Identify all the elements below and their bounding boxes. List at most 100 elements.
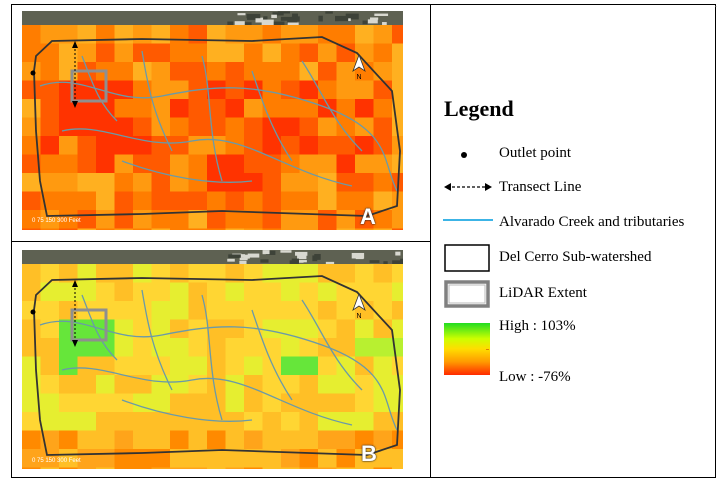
raster-cell [336, 25, 356, 44]
raster-cell [281, 375, 300, 394]
raster-cell [59, 356, 78, 376]
raster-cell [170, 467, 189, 469]
raster-cell [355, 338, 374, 357]
raster-cell [355, 191, 374, 211]
raster-cell [225, 136, 245, 155]
dot-icon [461, 152, 467, 158]
raster-cell [262, 356, 282, 376]
imagery-patch [362, 20, 368, 25]
raster-cell [373, 301, 393, 320]
raster-cell [336, 412, 356, 431]
raster-cell [225, 99, 245, 118]
raster-cell [262, 467, 282, 469]
raster-cell [207, 62, 226, 81]
outlet-point [30, 70, 36, 76]
raster-cell [22, 412, 41, 431]
raster-cell [59, 264, 78, 283]
raster-cell [318, 62, 337, 81]
raster-cell [225, 43, 245, 63]
raster-cell [133, 319, 152, 339]
raster-cell [225, 449, 245, 468]
raster-cell [40, 136, 60, 155]
raster-cell [244, 210, 263, 229]
raster-cell [151, 467, 171, 469]
raster-cell [373, 228, 393, 230]
raster-cell [373, 99, 393, 118]
raster-cell [114, 136, 134, 155]
raster-cell [262, 228, 282, 230]
legend-label-creek: Alvarado Creek and tributaries [499, 214, 685, 230]
raster-cell [114, 375, 134, 394]
raster-cell [96, 467, 115, 469]
raster-cell [225, 228, 245, 230]
north-arrow-icon [352, 53, 366, 73]
raster-cell [225, 191, 245, 211]
legend-label-lidar: LiDAR Extent [499, 285, 587, 301]
raster-cell [392, 228, 403, 230]
raster-cell [188, 412, 208, 431]
legend-ramp-low: Low : -76% [499, 369, 571, 385]
raster-cell [281, 393, 300, 413]
raster-cell [318, 154, 337, 174]
raster-cell [225, 282, 245, 302]
raster-cell [188, 136, 208, 155]
raster-cell [392, 25, 403, 44]
raster-cell [170, 136, 189, 155]
raster-cell [373, 136, 393, 155]
raster-cell [114, 356, 134, 376]
raster-cell [96, 43, 115, 63]
raster-cell [22, 210, 41, 229]
raster-cell [188, 430, 208, 450]
raster-cell [244, 301, 263, 320]
raster-cell [188, 393, 208, 413]
raster-cell [40, 210, 60, 229]
lidar-extent-box [70, 69, 108, 103]
raster-cell [22, 430, 41, 450]
raster-cell [40, 264, 60, 283]
raster-cell [392, 338, 403, 357]
imagery-patch [370, 17, 379, 20]
raster-cell [133, 99, 152, 118]
raster-cell [373, 430, 393, 450]
raster-cell [22, 191, 41, 211]
raster-cell [355, 264, 374, 283]
raster-cell [355, 412, 374, 431]
raster-cell [355, 319, 374, 339]
creek-line [301, 299, 363, 391]
raster-cell [225, 356, 245, 376]
raster-cell [114, 264, 134, 283]
double-arrow-line-icon [444, 183, 492, 191]
raster-cell [373, 449, 393, 468]
map-panel-b: N [22, 250, 403, 469]
raster-cell [336, 282, 356, 302]
raster-cell [170, 338, 189, 357]
black-outline-box-icon [444, 244, 490, 272]
raster-cell [318, 282, 337, 302]
raster-cell [355, 467, 374, 469]
raster-cell [336, 264, 356, 283]
raster-cell [318, 136, 337, 155]
raster-cell [318, 467, 337, 469]
raster-cell [281, 154, 300, 174]
creek-line [201, 294, 223, 421]
raster-cell [151, 264, 171, 283]
raster-cell [299, 117, 319, 137]
transect-arrow-bottom [72, 340, 78, 347]
raster-cell [373, 43, 393, 63]
raster-cell [299, 412, 319, 431]
raster-cell [188, 356, 208, 376]
raster-cell [336, 356, 356, 376]
raster-cell [262, 210, 282, 229]
raster-cell [392, 210, 403, 229]
raster-cell [188, 173, 208, 192]
raster-cell [114, 154, 134, 174]
imagery-patch [234, 21, 245, 25]
raster-cell [40, 25, 60, 44]
panel-letter-b: B [361, 441, 377, 466]
imagery-patch [237, 13, 246, 16]
imagery-patch [228, 254, 241, 259]
raster-cell [244, 136, 263, 155]
raster-cell [281, 412, 300, 431]
raster-cell [22, 449, 41, 468]
raster-cell [225, 338, 245, 357]
